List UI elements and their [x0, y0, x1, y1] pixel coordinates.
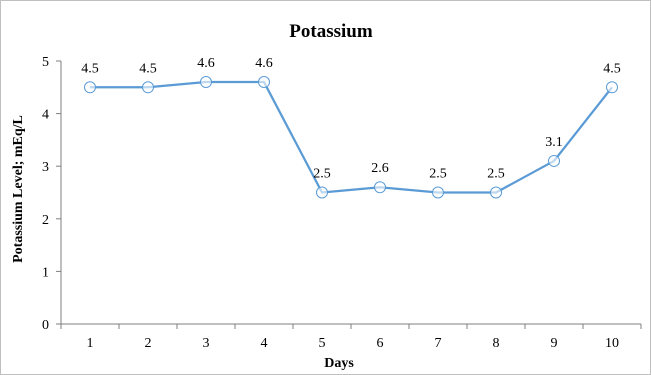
data-label: 3.1: [545, 135, 563, 150]
data-point-marker: [432, 186, 444, 199]
data-point-marker: [200, 76, 212, 89]
y-tick-label: 2: [42, 213, 49, 228]
x-tick-label: 7: [435, 336, 442, 351]
x-tick-label: 1: [87, 336, 94, 351]
x-tick-label: 6: [377, 336, 384, 351]
y-tick-label: 3: [42, 160, 49, 175]
x-tick-label: 2: [145, 336, 152, 351]
y-tick-label: 4: [42, 108, 49, 123]
data-point-marker: [606, 81, 618, 94]
x-tick-label: 5: [319, 336, 326, 351]
data-point-marker: [142, 81, 154, 94]
data-label: 2.6: [371, 161, 389, 176]
y-tick-label: 5: [42, 55, 49, 70]
data-label: 2.5: [487, 167, 505, 182]
data-label: 4.5: [139, 61, 157, 76]
series-layer: [84, 76, 618, 199]
chart-title: Potassium: [289, 21, 373, 42]
x-axis-title: Days: [324, 356, 354, 371]
y-tick-label: 0: [42, 318, 49, 333]
data-point-marker: [490, 186, 502, 199]
series-line: [90, 80, 613, 194]
data-point-marker: [258, 76, 270, 89]
data-point-marker: [84, 81, 96, 94]
data-point-marker: [548, 154, 560, 167]
data-label: 4.5: [603, 61, 621, 76]
data-point-marker: [374, 181, 386, 194]
data-labels: 4.5 4.5 4.6 4.6 2.5 2.6 2.5 2.5 3.1 4.5: [81, 56, 621, 181]
y-tick-label: 1: [42, 265, 49, 280]
axes: 0 1 2 3 4 5 1 2 3 4 5 6 7 8 9 10: [42, 55, 642, 351]
data-label: 2.5: [429, 167, 447, 182]
data-label: 4.5: [81, 61, 99, 76]
data-label: 4.6: [255, 56, 273, 71]
x-tick-label: 4: [261, 336, 268, 351]
x-tick-label: 10: [605, 336, 619, 351]
x-tick-label: 9: [551, 336, 558, 351]
data-point-marker: [316, 186, 328, 199]
data-label: 2.5: [313, 167, 331, 182]
data-label: 4.6: [197, 56, 215, 71]
x-tick-label: 8: [493, 336, 500, 351]
x-tick-label: 3: [203, 336, 210, 351]
y-axis-title: Potassium Level; mEq/L: [11, 115, 26, 263]
